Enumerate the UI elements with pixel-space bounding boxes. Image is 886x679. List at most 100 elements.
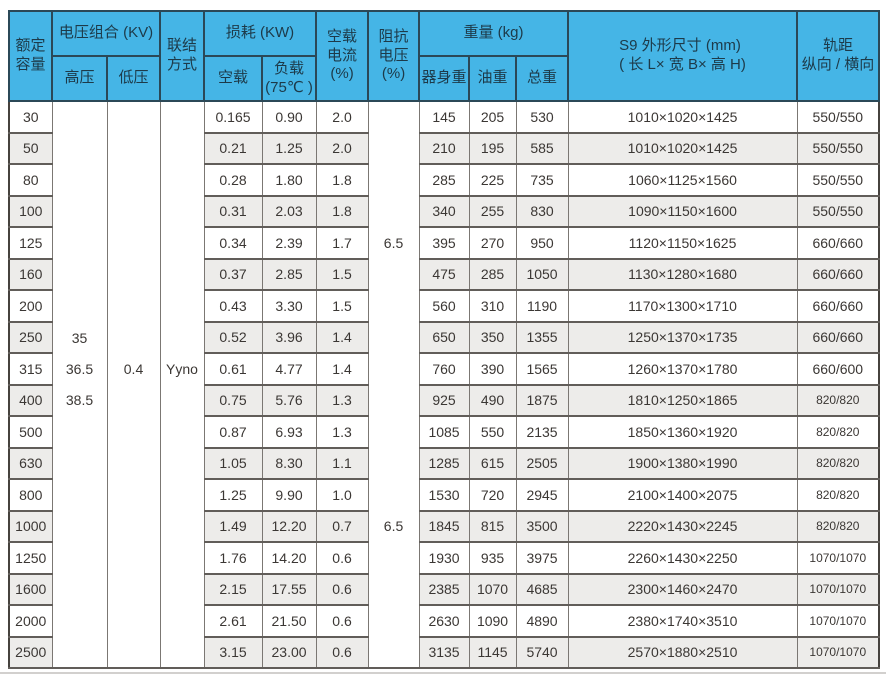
cell-gauge: 550/550: [796, 100, 880, 134]
cell-no_load: 2.15: [203, 572, 263, 606]
cell-body: 760: [418, 352, 470, 386]
cell-total: 1190: [515, 289, 569, 323]
cell-capacity: 500: [8, 415, 53, 449]
cell-gauge: 820/820: [796, 383, 880, 417]
cell-dims: 1090×1150×1600: [567, 194, 798, 228]
header-no-load-current: 空载 电流 (%): [315, 10, 370, 102]
table-row: 500 0.87 6.93 1.3 1085 550 2135 1850×1360×1920 8…: [8, 415, 880, 449]
cell-load: 14.20: [261, 541, 317, 575]
cell-capacity: 2500: [8, 635, 53, 669]
cell-oil: 390: [468, 352, 517, 386]
cell-total: 1050: [515, 257, 569, 291]
cell-current: 0.6: [315, 541, 369, 575]
cell-total: 2945: [515, 478, 569, 512]
cell-gauge: 820/820: [796, 415, 880, 449]
table-row: 1600 2.15 17.55 0.6 2385 1070 4685 2300×1460×24…: [8, 572, 880, 606]
cell-dims: 2570×1880×2510: [567, 635, 798, 669]
merged-cell-low-voltage-stack: 0.4: [108, 102, 160, 667]
cell-total: 950: [515, 226, 569, 260]
cell-dims: 1250×1370×1735: [567, 320, 798, 354]
merged-cell-connection: Yyno: [159, 100, 205, 669]
header-weight: 重量 (kg): [418, 10, 570, 57]
cell-capacity: 30: [8, 100, 53, 134]
cell-load: 8.30: [261, 446, 317, 480]
cell-oil: 225: [468, 163, 517, 197]
header-loss: 损耗 (KW): [203, 10, 318, 57]
merged-cell-impedance-value: 6.5: [383, 517, 404, 534]
cell-total: 3500: [515, 509, 569, 543]
cell-gauge: 550/550: [796, 194, 880, 228]
header-row-sub: 高压 低压 空载 负载 (75℃ ) 器身重 油重 总重: [9, 55, 879, 102]
cell-load: 1.25: [261, 131, 317, 165]
cell-gauge: 1070/1070: [796, 635, 880, 669]
merged-cell-impedance-value: 6.5: [383, 235, 404, 252]
cell-dims: 1010×1020×1425: [567, 100, 798, 134]
cell-dims: 1260×1370×1780: [567, 352, 798, 386]
cell-no_load: 0.61: [203, 352, 263, 386]
cell-current: 1.4: [315, 320, 369, 354]
cell-dims: 1810×1250×1865: [567, 383, 798, 417]
cell-capacity: 250: [8, 320, 53, 354]
header-dimensions-text: S9 外形尺寸 (mm) ( 长 L× 宽 B× 高 H): [619, 37, 746, 73]
header-voltage-combo: 电压组合 (KV): [50, 10, 162, 57]
cell-no_load: 0.52: [203, 320, 263, 354]
cell-total: 4890: [515, 604, 569, 638]
cell-capacity: 100: [8, 194, 53, 228]
merged-cell-low-voltage-value: 0.4: [123, 360, 144, 377]
cell-current: 1.3: [315, 383, 369, 417]
cell-current: 1.7: [315, 226, 369, 260]
header-high-voltage: 高压: [51, 55, 108, 102]
cell-no_load: 0.34: [203, 226, 263, 260]
cell-oil: 490: [468, 383, 517, 417]
merged-cell-high-voltage: 35 36.5 38.5: [51, 100, 108, 669]
cell-total: 2505: [515, 446, 569, 480]
cell-body: 145: [418, 100, 470, 134]
header-total-weight: 总重: [515, 55, 570, 102]
table-row: 125 0.34 2.39 1.7 395 270 950 1120×1150×1625 660…: [8, 226, 880, 260]
cell-total: 585: [515, 131, 569, 165]
table-row: 80 0.28 1.80 1.8 285 225 735 1060×1125×1560 550/…: [8, 163, 880, 197]
cell-dims: 1130×1280×1680: [567, 257, 798, 291]
cell-no_load: 1.49: [203, 509, 263, 543]
merged-cell-low-voltage: 0.4: [106, 100, 161, 669]
cell-oil: 195: [468, 131, 517, 165]
cell-capacity: 2000: [8, 604, 53, 638]
table-row: 2000 2.61 21.50 0.6 2630 1090 4890 2380×1740×35…: [8, 604, 880, 638]
cell-dims: 1060×1125×1560: [567, 163, 798, 197]
cell-total: 735: [515, 163, 569, 197]
table-row: 160 0.37 2.85 1.5 475 285 1050 1130×1280×1680 66…: [8, 257, 880, 291]
cell-body: 340: [418, 194, 470, 228]
cell-dims: 2380×1740×3510: [567, 604, 798, 638]
merged-cell-high-voltage-stack: 35 36.5 38.5: [53, 102, 107, 667]
table-row: 1250 1.76 14.20 0.6 1930 935 3975 2260×1430×225…: [8, 541, 880, 575]
cell-current: 0.7: [315, 509, 369, 543]
cell-load: 0.90: [261, 100, 317, 134]
cell-no_load: 0.37: [203, 257, 263, 291]
cell-dims: 1170×1300×1710: [567, 289, 798, 323]
cell-load: 2.85: [261, 257, 317, 291]
cell-current: 1.5: [315, 257, 369, 291]
cell-dims: 1120×1150×1625: [567, 226, 798, 260]
cell-oil: 270: [468, 226, 517, 260]
cell-body: 1085: [418, 415, 470, 449]
cell-body: 650: [418, 320, 470, 354]
cell-capacity: 125: [8, 226, 53, 260]
cell-current: 2.0: [315, 100, 369, 134]
cell-total: 1875: [515, 383, 569, 417]
table-body: 30 35 36.5 38.5 0.4 Yyno 0.165 0.90 2.0 6.5 6.5 145…: [8, 100, 880, 669]
cell-total: 1355: [515, 320, 569, 354]
cell-no_load: 0.165: [203, 100, 263, 134]
header-no-load: 空载: [203, 55, 264, 102]
cell-current: 1.8: [315, 194, 369, 228]
header-impedance-voltage: 阻抗 电压 (%): [367, 10, 421, 102]
cell-capacity: 1600: [8, 572, 53, 606]
header-row-top: 额定 容量 电压组合 (KV) 联结 方式 损耗 (KW) 空载 电流 (%) …: [8, 10, 881, 102]
cell-no_load: 1.76: [203, 541, 263, 575]
cell-no_load: 0.31: [203, 194, 263, 228]
table-row: 50 0.21 1.25 2.0 210 195 585 1010×1020×1425 550/…: [8, 131, 880, 165]
cell-load: 4.77: [261, 352, 317, 386]
cell-gauge: 1070/1070: [796, 572, 880, 606]
cell-body: 2385: [418, 572, 470, 606]
cell-current: 1.8: [315, 163, 369, 197]
cell-current: 0.6: [315, 604, 369, 638]
